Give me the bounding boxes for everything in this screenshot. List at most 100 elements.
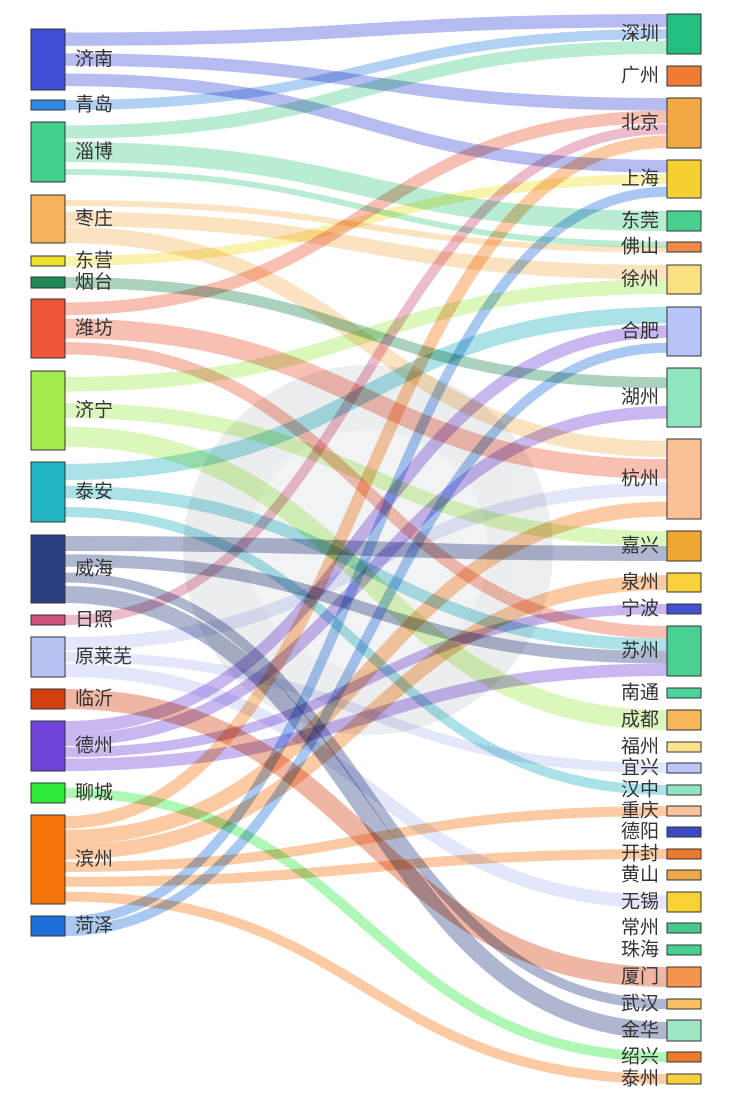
source-label: 聊城 [75, 782, 113, 804]
target-label: 常州 [621, 917, 659, 939]
target-node-佛山 [666, 241, 702, 253]
source-node-淄博 [30, 121, 66, 183]
target-node-上海 [666, 159, 702, 199]
link-聊城-绍兴 [64, 788, 668, 1062]
link-原莱芜-无锡 [64, 663, 668, 909]
link-潍坊-北京 [64, 110, 668, 316]
target-label: 徐州 [621, 268, 659, 290]
target-label: 深圳 [621, 23, 659, 45]
target-label: 德阳 [621, 821, 659, 843]
target-label: 上海 [621, 168, 659, 190]
target-node-南通 [666, 687, 702, 699]
target-node-泰州 [666, 1073, 702, 1085]
target-label: 湖州 [621, 386, 659, 408]
source-label: 临沂 [75, 688, 113, 710]
source-node-青岛 [30, 99, 66, 111]
target-label: 佛山 [621, 236, 659, 258]
target-label: 开封 [621, 843, 659, 865]
link-枣庄-佛山 [64, 200, 668, 253]
target-label: 金华 [621, 1019, 659, 1041]
target-node-绍兴 [666, 1051, 702, 1063]
link-淄博-东莞 [64, 142, 668, 231]
source-node-泰安 [30, 461, 66, 523]
target-node-泉州 [666, 572, 702, 593]
source-label: 泰安 [75, 481, 113, 503]
target-node-重庆 [666, 805, 702, 817]
target-label: 汉中 [621, 779, 659, 801]
source-node-济宁 [30, 370, 66, 451]
link-威海-金华 [64, 586, 668, 1039]
flow-links [64, 14, 668, 1084]
link-滨州-泉州 [64, 575, 668, 860]
target-label: 泰州 [621, 1068, 659, 1090]
target-node-徐州 [666, 264, 702, 295]
link-德州-湖州 [64, 406, 668, 747]
target-node-深圳 [666, 13, 702, 55]
target-label: 广州 [621, 65, 659, 87]
source-node-聊城 [30, 782, 66, 804]
link-泰安-汉中 [64, 507, 668, 795]
source-node-济南 [30, 28, 66, 91]
link-威海-苏州 [64, 554, 668, 664]
source-label: 济宁 [75, 399, 113, 421]
target-label: 成都 [621, 709, 659, 731]
target-label: 北京 [621, 112, 659, 134]
target-node-黄山 [666, 869, 702, 881]
source-node-东营 [30, 255, 66, 267]
link-泰安-合肥 [64, 307, 668, 481]
target-label: 南通 [621, 682, 659, 704]
target-label: 嘉兴 [621, 535, 659, 557]
target-node-嘉兴 [666, 530, 702, 562]
target-label: 珠海 [621, 939, 659, 961]
source-label: 枣庄 [75, 208, 113, 230]
source-label: 东营 [75, 250, 113, 272]
link-滨州-北京 [64, 135, 668, 829]
target-node-东莞 [666, 210, 702, 232]
target-node-汉中 [666, 784, 702, 796]
target-label: 宜兴 [621, 757, 659, 779]
target-label: 苏州 [621, 640, 659, 662]
target-label: 厦门 [621, 966, 659, 988]
target-node-合肥 [666, 306, 702, 357]
target-node-杭州 [666, 438, 702, 520]
target-nodes: 深圳广州北京上海东莞佛山徐州合肥湖州杭州嘉兴泉州宁波苏州南通成都福州宜兴汉中重庆… [621, 13, 702, 1090]
link-青岛-深圳 [64, 29, 668, 110]
target-label: 宁波 [621, 598, 659, 620]
link-滨州-杭州 [64, 501, 668, 845]
source-label: 原莱芜 [75, 646, 132, 668]
link-淄博-深圳 [64, 40, 668, 139]
source-label: 日照 [75, 609, 113, 631]
link-日照-北京 [64, 124, 668, 625]
source-node-临沂 [30, 688, 66, 710]
target-label: 武汉 [621, 993, 659, 1015]
target-node-湖州 [666, 367, 702, 428]
target-label: 东莞 [621, 210, 659, 232]
target-node-厦门 [666, 966, 702, 988]
target-node-福州 [666, 741, 702, 753]
target-label: 绍兴 [621, 1046, 659, 1068]
source-label: 烟台 [75, 271, 113, 293]
source-label: 滨州 [75, 848, 113, 870]
target-label: 黄山 [621, 864, 659, 886]
source-node-威海 [30, 534, 66, 604]
link-济南-深圳 [64, 14, 668, 46]
target-node-广州 [666, 65, 702, 87]
target-node-德阳 [666, 826, 702, 838]
link-菏泽-合肥 [64, 342, 668, 936]
source-node-原莱芜 [30, 636, 66, 678]
target-label: 福州 [621, 736, 659, 758]
target-node-宜兴 [666, 762, 702, 774]
target-node-武汉 [666, 998, 702, 1010]
link-德州-合肥 [64, 325, 668, 734]
target-node-开封 [666, 848, 702, 860]
target-label: 泉州 [621, 571, 659, 593]
source-label: 淄博 [75, 141, 113, 163]
target-node-苏州 [666, 625, 702, 677]
target-node-珠海 [666, 944, 702, 956]
link-菏泽-上海 [64, 186, 668, 926]
source-node-潍坊 [30, 298, 66, 359]
link-济宁-徐州 [64, 279, 668, 392]
link-滨州-泰州 [64, 891, 668, 1084]
source-node-烟台 [30, 276, 66, 289]
